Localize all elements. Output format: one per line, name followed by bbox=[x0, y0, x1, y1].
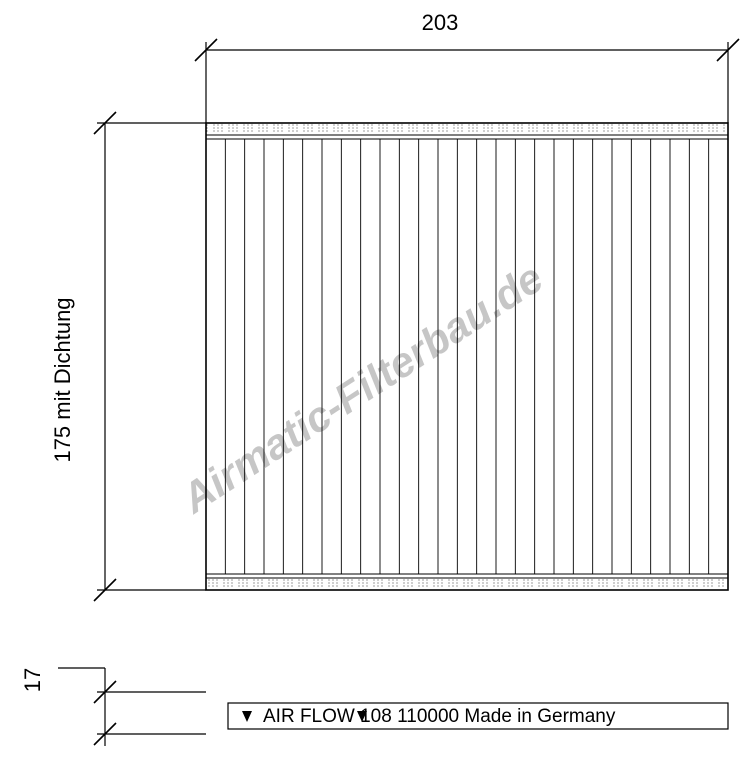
watermark: Airmatic-Filterbau.de bbox=[172, 254, 551, 523]
label-box: AIR FLOW 108 110000 Made in Germany bbox=[228, 703, 728, 729]
airflow-arrow-icon bbox=[242, 711, 252, 722]
dimension-width: 203 bbox=[195, 10, 739, 123]
dimension-height: 175 mit Dichtung bbox=[50, 112, 206, 601]
dim-thickness-value: 17 bbox=[20, 668, 45, 692]
technical-drawing: Airmatic-Filterbau.de 203 175 mit Dichtu… bbox=[0, 0, 753, 765]
filter-front-view bbox=[206, 123, 728, 590]
svg-text:Airmatic-Filterbau.de: Airmatic-Filterbau.de bbox=[172, 254, 551, 523]
dim-width-value: 203 bbox=[422, 10, 459, 35]
dim-height-value: 175 mit Dichtung bbox=[50, 297, 75, 462]
label-text: AIR FLOW 108 110000 Made in Germany bbox=[263, 706, 616, 727]
dimension-thickness: 17 bbox=[20, 668, 206, 746]
